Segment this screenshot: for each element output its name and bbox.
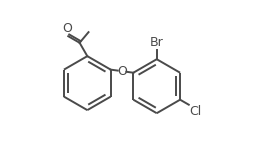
Text: Cl: Cl: [189, 105, 202, 118]
Text: Br: Br: [150, 36, 164, 49]
Text: O: O: [63, 22, 72, 35]
Text: O: O: [117, 65, 127, 78]
